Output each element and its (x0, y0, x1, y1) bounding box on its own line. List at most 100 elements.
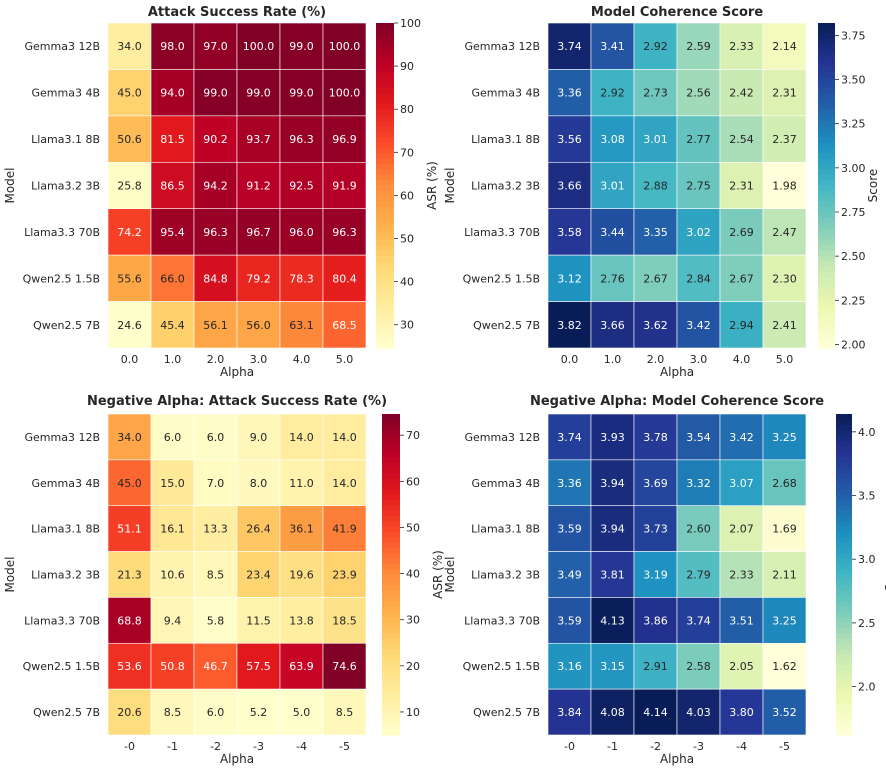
colorbar: 2.0 2.5 3.0 3.5 4.0 Score (836, 414, 886, 736)
colorbar-segment (376, 142, 394, 149)
colorbar-segment (818, 147, 835, 154)
heatmap-cell (150, 22, 195, 70)
colorbar-tick-label: 60 (406, 475, 420, 488)
cell-value-label: 81.5 (160, 133, 185, 146)
colorbar-segment (836, 628, 852, 634)
y-tick-label: Llama3.2 3B (31, 180, 100, 193)
colorbar-segment (382, 692, 400, 699)
cell-value-label: 3.07 (729, 477, 754, 490)
colorbar-segment (376, 326, 394, 333)
y-tick-label: Gemma3 4B (471, 477, 540, 490)
colorbar-segment (382, 681, 400, 688)
heatmap-cell (676, 115, 721, 163)
heatmap-cell (150, 459, 195, 507)
heatmap-cell (279, 459, 324, 507)
cell-value-label: 46.7 (203, 660, 228, 673)
colorbar-segment (818, 169, 835, 176)
x-tick-label: -5 (779, 740, 790, 753)
colorbar-segment (818, 266, 835, 273)
colorbar-segment (382, 633, 400, 640)
colorbar-tick-label: 50 (406, 521, 420, 534)
y-axis-label: Model (3, 167, 17, 203)
cell-value-label: 98.0 (160, 40, 185, 53)
cell-value-label: 2.59 (686, 40, 711, 53)
cell-value-label: 3.82 (557, 319, 582, 332)
colorbar-tick-label: 3.50 (841, 74, 866, 87)
x-tick-label: 1.0 (604, 353, 622, 366)
colorbar-segment (818, 60, 835, 67)
y-tick-label: Qwen2.5 1.5B (463, 272, 540, 285)
cell-value-label: 2.67 (729, 272, 754, 285)
colorbar-segment (376, 169, 394, 176)
cell-value-label: 3.58 (557, 226, 582, 239)
cell-value-label: 24.6 (117, 319, 142, 332)
colorbar-segment (376, 153, 394, 160)
colorbar-segment (376, 104, 394, 111)
colorbar-segment (382, 478, 400, 485)
heatmap-cell (719, 505, 764, 552)
heatmap-cell (322, 208, 367, 256)
colorbar-segment (376, 304, 394, 311)
heatmap-cell (633, 688, 678, 736)
colorbar-segment (376, 28, 394, 35)
y-tick-label: Gemma3 12B (24, 40, 100, 53)
y-tick-label: Llama3.3 70B (464, 226, 540, 239)
cell-value-label: 3.01 (643, 133, 668, 146)
heatmap-cell (719, 161, 764, 210)
colorbar-segment (818, 120, 835, 127)
cell-value-label: 50.6 (117, 133, 142, 146)
y-tick-label: Llama3.1 8B (471, 133, 540, 146)
x-tick-label: -3 (693, 740, 704, 753)
colorbar-segment (382, 435, 400, 442)
heatmap-cell (633, 115, 678, 163)
heatmap-cell (762, 161, 807, 210)
colorbar-segment (376, 223, 394, 230)
heatmap-cell (107, 254, 152, 302)
cell-value-label: 13.8 (289, 614, 314, 627)
heatmap-cell (150, 688, 195, 736)
colorbar-segment (836, 665, 852, 672)
heatmap-cell (236, 115, 281, 163)
heatmap-cell (633, 22, 678, 70)
cell-value-label: 78.3 (289, 272, 314, 285)
heatmap-cell (547, 642, 592, 690)
cell-value-label: 4.03 (686, 706, 711, 719)
cell-value-label: 45.0 (117, 87, 142, 100)
colorbar-tick-label: 30 (400, 319, 414, 332)
heatmap-cell (279, 208, 324, 256)
heatmap-cell (676, 208, 721, 256)
heatmap-cell (236, 459, 281, 507)
colorbar-segment (376, 23, 394, 30)
colorbar-segment (818, 23, 835, 30)
colorbar-segment (836, 611, 852, 618)
colorbar-tick-label: 3.0 (858, 553, 876, 566)
colorbar-segment (836, 435, 852, 442)
heatmap-cell (279, 161, 324, 210)
heatmap-cell (676, 161, 721, 210)
cell-value-label: 2.41 (772, 319, 797, 332)
colorbar-segment (818, 331, 835, 338)
heatmap-cell (762, 459, 807, 507)
heatmap-cell (633, 413, 678, 461)
colorbar-segment (382, 654, 400, 661)
heatmap-cell (150, 161, 195, 210)
colorbar-segment (376, 109, 394, 116)
cell-value-label: 34.0 (117, 431, 142, 444)
colorbar-segment (382, 713, 400, 720)
colorbar-segment (376, 147, 394, 154)
colorbar-segment (376, 33, 394, 40)
colorbar-segment (836, 574, 852, 581)
heatmap-cell (322, 161, 367, 210)
cell-value-label: 3.73 (643, 523, 668, 536)
colorbar-segment (836, 676, 852, 683)
colorbar-segment (382, 574, 400, 581)
colorbar-segment (836, 483, 852, 490)
cell-value-label: 66.0 (160, 272, 185, 285)
colorbar-segment (376, 55, 394, 62)
cell-value-label: 94.2 (203, 180, 228, 193)
cell-value-label: 9.0 (250, 431, 268, 444)
cell-value-label: 3.74 (557, 40, 582, 53)
heatmap-cell (762, 208, 807, 256)
heatmap-cell (236, 22, 281, 70)
cell-value-label: 51.1 (117, 523, 142, 536)
